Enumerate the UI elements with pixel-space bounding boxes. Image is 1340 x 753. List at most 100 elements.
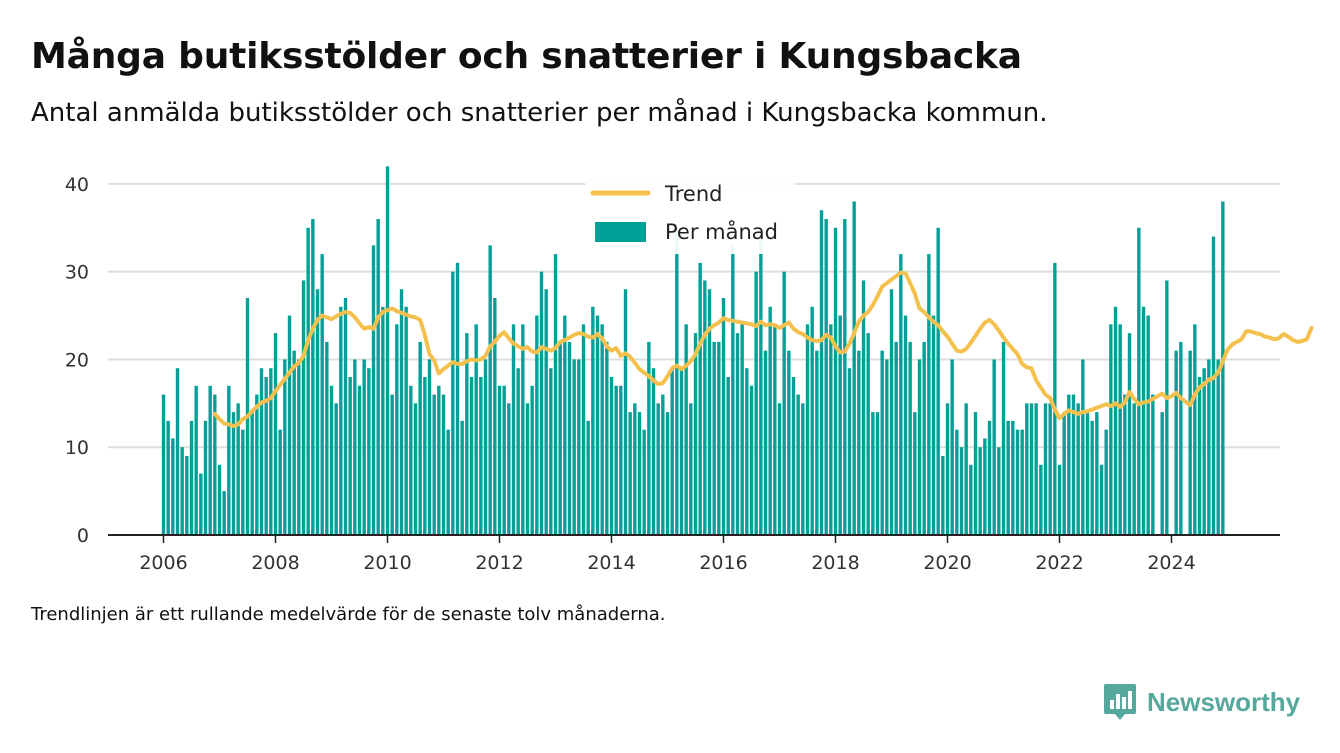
bar — [735, 333, 740, 535]
bar — [264, 377, 268, 535]
x-tick-label: 2012 — [475, 552, 523, 574]
bar — [413, 403, 418, 535]
bar — [703, 280, 707, 535]
bar — [978, 447, 982, 535]
trend-series — [212, 270, 1314, 429]
bar — [931, 315, 936, 535]
bar — [437, 385, 441, 535]
bar — [1193, 324, 1197, 535]
bar — [689, 403, 693, 535]
legend-bars-swatch — [595, 222, 646, 242]
bar — [595, 315, 600, 535]
bar — [861, 280, 866, 535]
x-tick-label: 2010 — [363, 552, 411, 574]
bar — [759, 227, 763, 535]
bar — [1062, 412, 1066, 535]
bar — [572, 359, 576, 535]
bar — [997, 447, 1001, 535]
bar — [348, 377, 352, 535]
x-tick-label: 2006 — [139, 552, 187, 574]
bar — [824, 219, 828, 535]
bar — [175, 368, 180, 535]
bar — [339, 306, 343, 535]
bar — [1081, 359, 1085, 535]
y-tick-label: 10 — [65, 437, 89, 459]
bar — [609, 377, 614, 535]
bar — [1146, 315, 1150, 535]
bar — [287, 315, 292, 535]
bar — [941, 456, 945, 535]
bar — [623, 289, 628, 535]
bar — [810, 306, 814, 535]
bar — [530, 385, 534, 535]
bar — [553, 254, 558, 536]
y-tick-label: 20 — [65, 349, 89, 371]
bar — [535, 315, 539, 535]
bar — [1053, 262, 1057, 535]
bar — [833, 227, 838, 535]
bar — [726, 377, 730, 535]
bar — [614, 385, 618, 535]
bar — [371, 245, 376, 535]
bar — [591, 306, 595, 535]
bar — [899, 254, 903, 536]
bar — [983, 438, 987, 535]
bar — [301, 280, 306, 535]
legend: Trend Per månad — [585, 176, 795, 254]
bar — [236, 403, 240, 535]
bar — [647, 341, 651, 535]
bar — [619, 385, 623, 535]
bar — [1048, 403, 1052, 535]
bar — [1006, 420, 1010, 535]
bar — [385, 166, 390, 535]
bar — [306, 227, 310, 535]
bar — [782, 271, 786, 535]
bar — [161, 394, 166, 535]
bar — [395, 324, 399, 535]
bar — [390, 394, 394, 535]
trend-line — [212, 270, 1314, 429]
bar — [1188, 350, 1192, 535]
bar — [763, 350, 768, 535]
bar — [222, 491, 226, 535]
bar — [1202, 368, 1206, 535]
bar — [1099, 464, 1104, 535]
bar — [950, 359, 954, 535]
bar — [362, 359, 366, 535]
bar — [367, 368, 371, 535]
x-tick-label: 2024 — [1147, 552, 1195, 574]
bar — [945, 403, 950, 535]
bar — [1095, 412, 1099, 535]
bar — [600, 324, 604, 535]
bar — [885, 359, 889, 535]
legend-trend-label: Trend — [664, 182, 722, 206]
bar — [815, 350, 819, 535]
bar — [973, 412, 978, 535]
bar — [1197, 377, 1202, 535]
bar — [1034, 403, 1038, 535]
bar — [651, 368, 656, 535]
bar — [511, 324, 516, 535]
bar — [959, 447, 964, 535]
x-tick-label: 2022 — [1035, 552, 1083, 574]
bar — [847, 368, 852, 535]
bar — [1118, 324, 1122, 535]
bar — [773, 324, 777, 535]
bar — [283, 359, 287, 535]
bar — [241, 429, 245, 535]
bar — [843, 219, 847, 535]
bar — [297, 359, 301, 535]
bar — [908, 341, 912, 535]
bar — [857, 350, 861, 535]
bar — [866, 333, 870, 535]
bar — [180, 447, 184, 535]
bar — [731, 245, 735, 535]
bar — [852, 201, 856, 535]
bar — [278, 429, 282, 535]
bar — [404, 306, 408, 535]
bar — [507, 403, 511, 535]
bar — [399, 289, 404, 535]
bar — [427, 359, 432, 535]
bar — [586, 420, 590, 535]
bar — [605, 341, 609, 535]
